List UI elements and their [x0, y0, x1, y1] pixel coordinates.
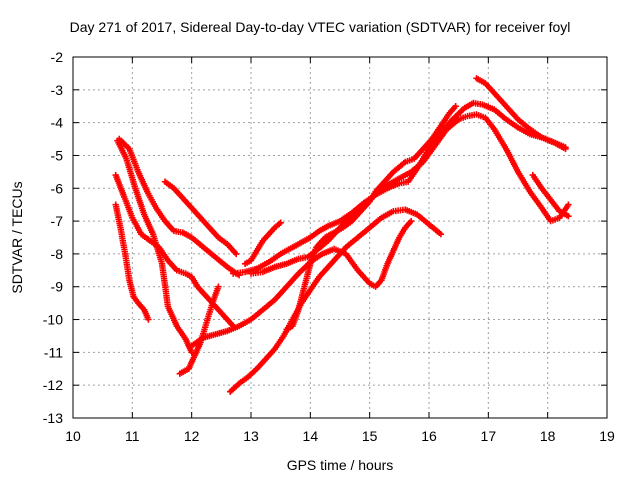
series-markers — [529, 171, 572, 220]
x-tick-label: 12 — [184, 428, 200, 444]
series-markers — [283, 103, 459, 333]
y-axis: -13 -12 -11 -10 -9 -8 -7 -6 -5 -4 -3 -2 — [43, 49, 607, 426]
x-tick-label: 13 — [243, 428, 259, 444]
y-tick-label: -11 — [44, 344, 63, 360]
x-axis: 10 11 12 13 14 15 16 17 18 19 — [65, 57, 615, 444]
series-track-2 — [112, 171, 237, 330]
y-tick-label: -9 — [51, 279, 64, 295]
series-track-6 — [176, 283, 222, 377]
series-markers — [188, 217, 415, 349]
data-series — [112, 75, 572, 395]
x-tick-label: 10 — [65, 428, 81, 444]
y-axis-label: SDTVAR / TECUs — [9, 181, 25, 293]
series-track-1 — [112, 201, 152, 323]
series-track-8 — [188, 217, 415, 349]
y-tick-label: -13 — [43, 410, 63, 426]
series-track-4 — [116, 135, 243, 279]
x-tick-label: 11 — [125, 428, 140, 444]
series-track-13 — [473, 75, 569, 153]
series-markers — [473, 75, 569, 153]
series-markers — [247, 111, 572, 277]
y-tick-label: -10 — [43, 312, 63, 328]
x-tick-label: 16 — [421, 428, 437, 444]
x-tick-label: 15 — [362, 428, 378, 444]
series-markers — [116, 135, 243, 279]
y-tick-label: -7 — [51, 213, 64, 229]
chart-title: Day 271 of 2017, Sidereal Day-to-day VTE… — [70, 19, 571, 35]
series-markers — [161, 178, 240, 258]
series-markers — [241, 219, 284, 267]
series-track-11 — [247, 111, 572, 277]
grid — [73, 57, 607, 418]
series-track-14 — [529, 171, 572, 220]
series-markers — [112, 171, 237, 330]
x-tick-label: 14 — [303, 428, 319, 444]
y-tick-label: -6 — [51, 180, 64, 196]
series-markers — [114, 137, 195, 356]
series-track-3 — [114, 137, 195, 356]
series-markers — [176, 283, 222, 377]
plot-frame — [72, 56, 608, 419]
x-axis-label: GPS time / hours — [287, 457, 394, 473]
x-tick-label: 19 — [599, 428, 615, 444]
y-tick-label: -5 — [51, 147, 64, 163]
y-tick-label: -8 — [51, 246, 64, 262]
x-tick-label: 18 — [540, 428, 556, 444]
series-markers — [112, 201, 152, 323]
x-tick-label: 17 — [481, 428, 497, 444]
series-track-7 — [241, 219, 284, 267]
y-tick-label: -3 — [51, 82, 64, 98]
series-track-12 — [283, 103, 459, 333]
y-tick-label: -12 — [43, 377, 63, 393]
series-track-5 — [161, 178, 240, 258]
y-tick-label: -2 — [51, 49, 64, 65]
y-tick-label: -4 — [51, 115, 64, 131]
